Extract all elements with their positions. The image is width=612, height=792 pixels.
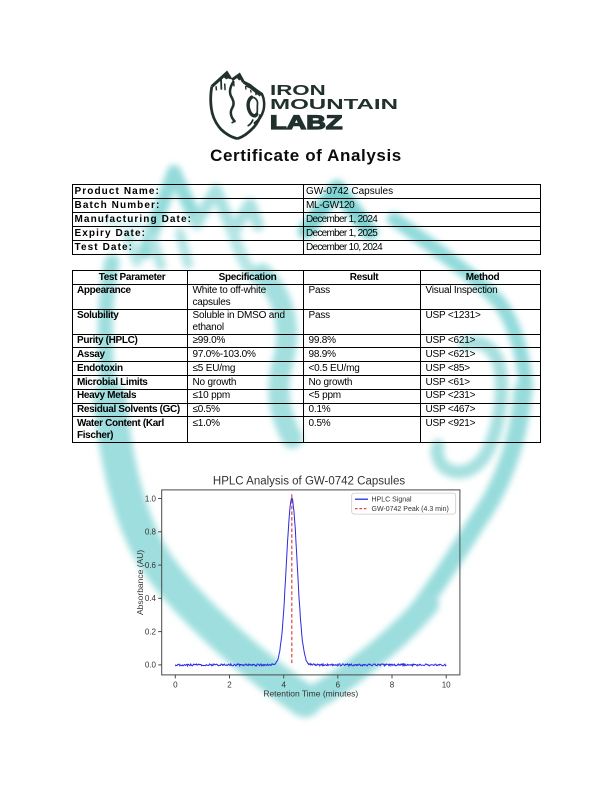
svg-text:10: 10: [442, 681, 451, 690]
svg-text:HPLC Analysis of GW-0742 Capsu: HPLC Analysis of GW-0742 Capsules: [213, 476, 405, 488]
svg-text:Absorbance (AU): Absorbance (AU): [135, 550, 145, 615]
svg-text:6: 6: [336, 681, 341, 690]
svg-text:1.0: 1.0: [145, 494, 157, 503]
svg-text:2: 2: [227, 681, 232, 690]
svg-text:0.6: 0.6: [145, 561, 157, 570]
svg-text:4: 4: [281, 681, 286, 690]
svg-text:0.4: 0.4: [145, 594, 157, 603]
svg-text:0.2: 0.2: [145, 627, 157, 636]
svg-text:HPLC Signal: HPLC Signal: [372, 497, 413, 504]
svg-text:GW-0742 Peak (4.3 min): GW-0742 Peak (4.3 min): [372, 506, 449, 513]
svg-text:8: 8: [390, 681, 395, 690]
svg-text:0.8: 0.8: [145, 528, 157, 537]
svg-text:0: 0: [173, 681, 178, 690]
svg-text:Retention Time (minutes): Retention Time (minutes): [263, 689, 358, 699]
svg-text:0.0: 0.0: [145, 661, 157, 670]
